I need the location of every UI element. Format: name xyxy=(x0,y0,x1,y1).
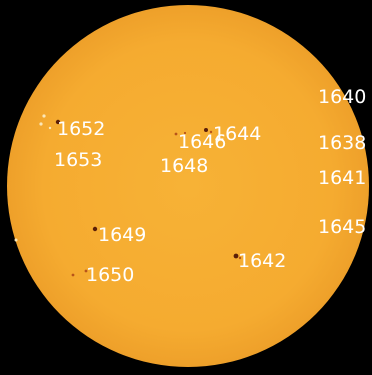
spot-group-1652 xyxy=(39,114,61,130)
spot-group-1646 xyxy=(174,131,187,136)
region-label-1646: 1646 xyxy=(178,131,227,153)
region-label-1648: 1648 xyxy=(160,155,209,177)
spot-group-1642 xyxy=(233,253,242,260)
region-label-1642: 1642 xyxy=(238,250,287,272)
region-label-1638: 1638 xyxy=(318,132,367,154)
region-label-1650: 1650 xyxy=(86,264,135,286)
spot-group-1650 xyxy=(71,269,88,277)
region-label-1641: 1641 xyxy=(318,167,367,189)
region-label-1649: 1649 xyxy=(98,224,147,246)
region-label-1644: 1644 xyxy=(213,123,262,145)
region-label-1653: 1653 xyxy=(54,149,103,171)
spot-group-1649 xyxy=(92,226,98,232)
region-label-1652: 1652 xyxy=(57,118,106,140)
region-label-1645: 1645 xyxy=(318,216,367,238)
spot-group-1644 xyxy=(204,128,213,134)
limb-brightening xyxy=(14,238,18,242)
sun-disk xyxy=(7,5,369,367)
region-label-1640: 1640 xyxy=(318,86,367,108)
